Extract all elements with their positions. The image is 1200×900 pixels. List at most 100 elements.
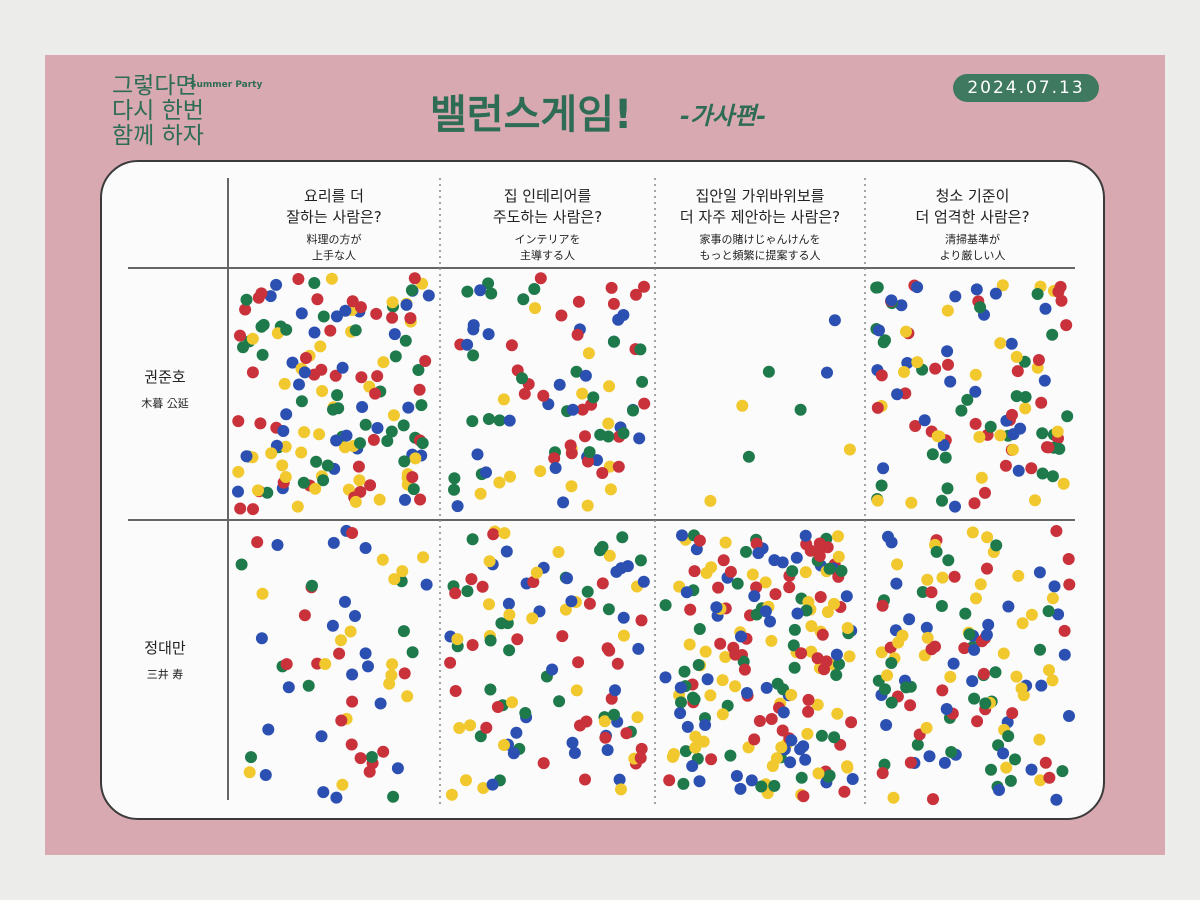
sticker-dot	[1032, 354, 1045, 366]
sticker-dot	[813, 550, 826, 562]
sticker-dot	[354, 437, 366, 450]
sticker-dot	[831, 707, 844, 720]
sticker-dot	[797, 740, 810, 753]
sticker-dot	[387, 409, 400, 422]
sticker-dot	[329, 369, 342, 382]
sticker-dot	[764, 615, 776, 628]
sticker-dot	[1000, 761, 1013, 774]
column-header: 요리를 더 잘하는 사람은? 料理の方が 上手な人	[229, 186, 439, 264]
sticker-dot	[465, 573, 478, 586]
sticker-dot	[1034, 643, 1046, 656]
sticker-dot	[576, 387, 589, 400]
sticker-dot	[1015, 682, 1028, 695]
sticker-dot	[388, 328, 401, 341]
sticker-dot	[759, 576, 772, 589]
sticker-dot	[616, 531, 629, 544]
sticker-dot	[769, 588, 782, 601]
sticker-dot	[506, 696, 518, 709]
sticker-dot	[969, 385, 982, 398]
sticker-dot	[1004, 774, 1017, 787]
sticker-dot	[519, 707, 532, 719]
sticker-dot	[674, 707, 687, 720]
sticker-dot	[768, 554, 781, 567]
sticker-dot	[298, 609, 311, 622]
sticker-dot	[256, 587, 269, 600]
sticker-dot	[1046, 328, 1059, 341]
sticker-dot	[1048, 580, 1061, 593]
sticker-dot	[968, 497, 981, 510]
sticker-dot	[891, 388, 904, 401]
sticker-dot	[785, 734, 798, 747]
question-ja: インテリアを 主導する人	[443, 232, 653, 264]
sticker-dot	[717, 554, 730, 567]
sticker-dot	[731, 577, 744, 590]
sticker-dot	[264, 290, 277, 303]
sticker-dot	[1005, 337, 1018, 350]
sticker-dot	[412, 364, 425, 376]
sticker-dot	[975, 471, 988, 484]
sticker-dot	[748, 733, 761, 746]
sticker-dot	[875, 646, 888, 659]
sticker-dot	[762, 365, 775, 378]
sticker-dot	[246, 332, 259, 345]
sticker-dot	[340, 429, 353, 442]
sticker-dot	[314, 340, 327, 353]
sticker-dot	[916, 586, 929, 598]
sticker-dot	[802, 705, 815, 718]
sticker-dot	[898, 366, 910, 378]
sticker-dot	[1039, 756, 1052, 769]
sticker-dot	[838, 785, 851, 798]
sticker-dot	[879, 683, 891, 696]
sticker-dot	[474, 284, 487, 297]
sticker-dot	[505, 339, 518, 352]
sticker-dot	[830, 669, 843, 681]
sticker-dot	[1010, 390, 1023, 403]
sticker-dot	[383, 677, 396, 690]
sticker-dot	[449, 685, 462, 697]
sticker-dot	[1042, 441, 1055, 454]
sticker-dot	[734, 782, 747, 795]
sticker-dot	[335, 634, 347, 647]
sticker-dot	[414, 493, 427, 506]
sticker-dot	[603, 549, 616, 562]
sticker-dot	[968, 692, 981, 705]
sticker-dot	[759, 605, 772, 618]
sticker-dot	[601, 744, 614, 756]
row-header: 정대만 三井 寿	[110, 637, 220, 682]
sticker-dot	[503, 608, 516, 621]
sticker-dot	[398, 455, 411, 468]
sticker-dot	[349, 610, 361, 622]
sticker-dot	[797, 790, 810, 803]
sticker-dot	[997, 647, 1010, 660]
sticker-dot	[417, 551, 430, 564]
sticker-dot	[363, 765, 376, 778]
sticker-dot	[948, 570, 961, 583]
sticker-dot	[602, 603, 615, 616]
sticker-dot	[537, 389, 550, 402]
sticker-dot	[882, 530, 894, 543]
sticker-dot	[565, 595, 578, 608]
sticker-dot	[684, 603, 697, 616]
sticker-dot	[692, 659, 705, 671]
sticker-dot	[1029, 494, 1041, 507]
sticker-dot	[1009, 753, 1021, 766]
sticker-dot	[497, 393, 510, 406]
question-ko: 집안일 가위바위보를	[695, 187, 825, 205]
sticker-dot	[261, 486, 274, 499]
sticker-dot	[367, 433, 380, 446]
sticker-dot	[239, 303, 252, 316]
sticker-dot	[596, 467, 609, 479]
sticker-dot	[828, 597, 840, 610]
sticker-dot	[464, 719, 477, 732]
sticker-dot	[483, 598, 495, 611]
sticker-dot	[941, 304, 954, 317]
sticker-dot	[969, 417, 982, 430]
sticker-dot	[461, 585, 474, 598]
sticker-dot	[996, 279, 1009, 292]
sticker-dot	[1006, 707, 1019, 720]
sticker-dot	[775, 741, 788, 754]
sticker-dot	[638, 280, 650, 293]
sticker-dot	[398, 667, 411, 680]
sticker-dot	[719, 536, 732, 549]
sticker-dot	[985, 763, 997, 776]
